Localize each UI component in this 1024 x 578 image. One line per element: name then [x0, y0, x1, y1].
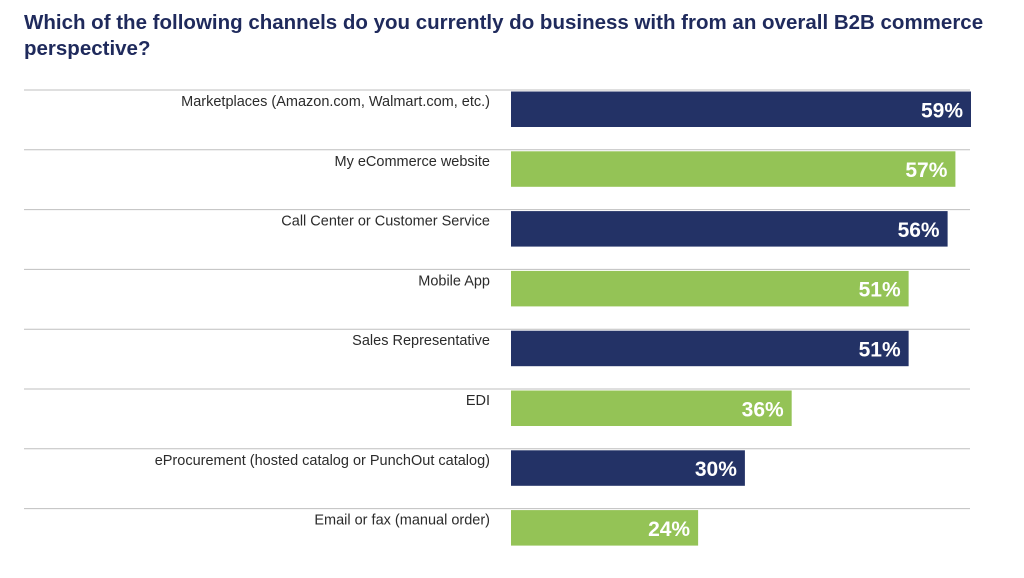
value-label: 24% [648, 518, 690, 541]
bar [511, 91, 971, 127]
value-label: 51% [859, 279, 901, 302]
bar [511, 330, 909, 367]
value-label: 36% [742, 398, 784, 421]
value-label: 59% [921, 99, 963, 122]
value-label: 57% [905, 159, 947, 182]
category-label: Call Center or Customer Service [281, 214, 490, 230]
category-label: Mobile App [418, 273, 490, 289]
bar [511, 211, 948, 247]
category-label: Sales Representative [352, 333, 490, 349]
bar [511, 510, 699, 546]
category-label: eProcurement (hosted catalog or PunchOut… [155, 453, 490, 469]
chart-title: Which of the following channels do you c… [24, 11, 984, 60]
value-label: 51% [859, 338, 901, 361]
value-label: 56% [898, 219, 940, 242]
bar [511, 151, 956, 187]
category-label: My eCommerce website [334, 154, 490, 170]
category-label: Email or fax (manual order) [314, 513, 490, 529]
bar [511, 390, 792, 426]
bar [511, 450, 745, 486]
category-label: EDI [466, 393, 490, 409]
category-label: Marketplaces (Amazon.com, Walmart.com, e… [181, 94, 490, 110]
bar [511, 270, 909, 307]
value-label: 30% [695, 458, 737, 481]
